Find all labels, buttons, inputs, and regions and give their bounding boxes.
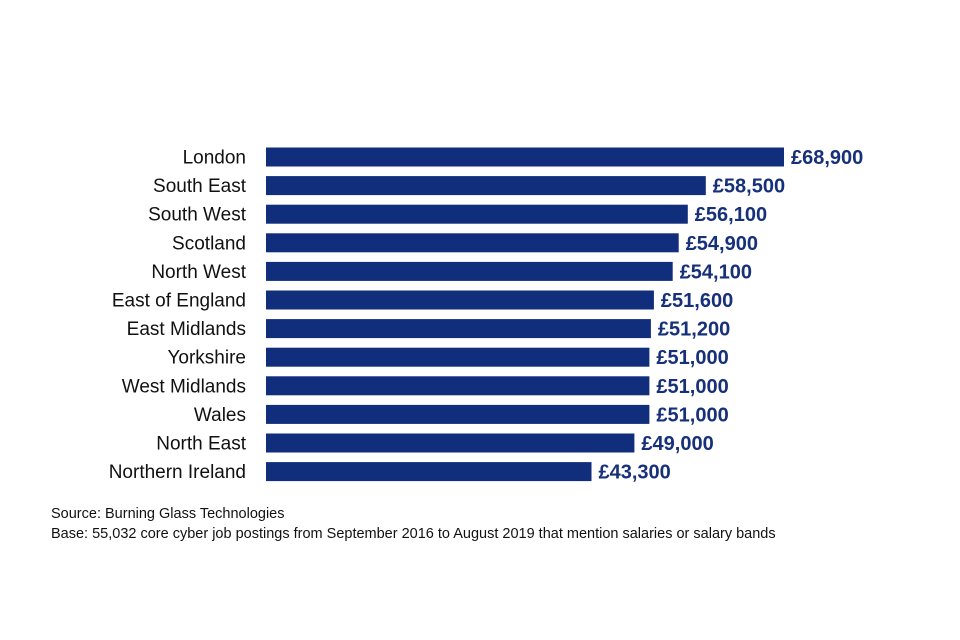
value-label-scotland: £54,900 bbox=[686, 233, 758, 255]
bar-north-east bbox=[266, 433, 635, 453]
source-note: Source: Burning Glass Technologies bbox=[51, 506, 285, 522]
category-label-london: London bbox=[183, 148, 246, 169]
bar-london bbox=[266, 147, 784, 167]
value-label-south-east: £58,500 bbox=[713, 176, 785, 198]
bar-northern-ireland bbox=[266, 462, 592, 482]
category-label-east-of-england: East of England bbox=[112, 291, 246, 312]
category-label-yorkshire: Yorkshire bbox=[167, 348, 246, 369]
category-label-northern-ireland: Northern Ireland bbox=[109, 462, 246, 483]
bars-layer bbox=[266, 147, 784, 482]
category-label-south-east: South East bbox=[153, 176, 247, 197]
value-label-yorkshire: £51,000 bbox=[656, 347, 728, 369]
bar-east-midlands bbox=[266, 319, 651, 339]
category-label-wales: Wales bbox=[194, 405, 246, 426]
category-label-east-midlands: East Midlands bbox=[127, 319, 246, 340]
category-labels: London South East South West Scotland North … bbox=[109, 148, 247, 484]
category-label-south-west: South West bbox=[148, 205, 247, 226]
bar-south-west bbox=[266, 204, 688, 224]
category-label-north-west: North West bbox=[151, 262, 246, 283]
value-label-south-west: £56,100 bbox=[695, 204, 767, 226]
bar-wales bbox=[266, 404, 650, 424]
value-label-north-west: £54,100 bbox=[680, 261, 752, 283]
bar-west-midlands bbox=[266, 376, 650, 396]
value-label-wales: £51,000 bbox=[656, 404, 728, 426]
value-label-north-east: £49,000 bbox=[641, 433, 713, 455]
value-labels: £68,900 £58,500 £56,100 £54,900 £54,100 £51,6… bbox=[599, 147, 864, 484]
value-label-west-midlands: £51,000 bbox=[656, 376, 728, 398]
category-label-north-east: North East bbox=[156, 434, 246, 455]
value-label-east-of-england: £51,600 bbox=[661, 290, 733, 312]
category-label-west-midlands: West Midlands bbox=[122, 376, 246, 397]
value-label-london: £68,900 bbox=[791, 147, 863, 169]
bar-east-of-england bbox=[266, 290, 654, 310]
bar-scotland bbox=[266, 233, 679, 253]
bar-south-east bbox=[266, 176, 706, 196]
value-label-east-midlands: £51,200 bbox=[658, 319, 730, 341]
bar-north-west bbox=[266, 261, 673, 281]
value-label-northern-ireland: £43,300 bbox=[599, 462, 671, 484]
bar-yorkshire bbox=[266, 347, 650, 367]
category-label-scotland: Scotland bbox=[172, 233, 246, 254]
base-note: Base: 55,032 core cyber job postings fro… bbox=[51, 526, 776, 542]
